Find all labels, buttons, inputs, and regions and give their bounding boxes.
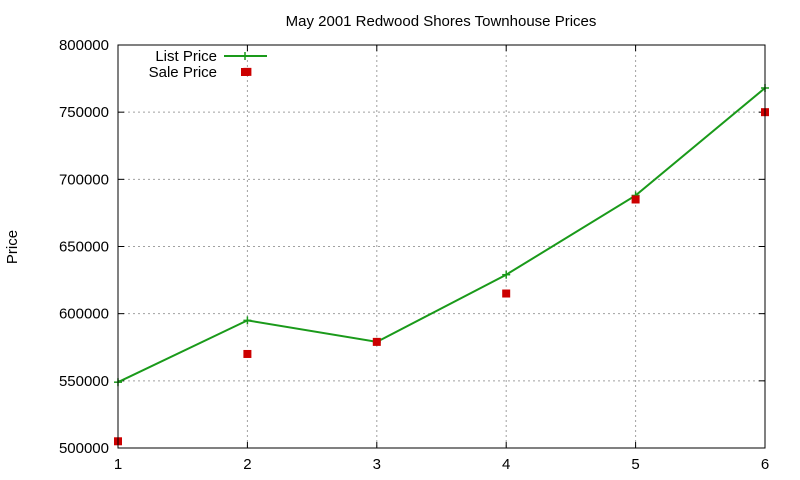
legend-swatch-marker bbox=[241, 52, 249, 60]
y-tick-label: 750000 bbox=[59, 104, 109, 121]
y-tick-label: 500000 bbox=[59, 440, 109, 457]
x-tick-label: 6 bbox=[761, 456, 769, 473]
legend-label: Sale Price bbox=[149, 64, 217, 81]
chart-title: May 2001 Redwood Shores Townhouse Prices bbox=[286, 13, 597, 30]
list-price-point bbox=[243, 316, 252, 325]
list-price-line bbox=[117, 87, 766, 384]
sale-price-point bbox=[502, 289, 511, 298]
x-tick-label: 3 bbox=[373, 456, 381, 473]
sale-price-point bbox=[372, 337, 381, 346]
list-price-point bbox=[502, 270, 511, 279]
series-layer bbox=[114, 67, 769, 446]
sale-price-point bbox=[243, 349, 252, 358]
plot-frame bbox=[117, 44, 766, 449]
x-tick-label: 5 bbox=[631, 456, 639, 473]
x-tick-label: 2 bbox=[243, 456, 251, 473]
y-tick-label: 700000 bbox=[59, 171, 109, 188]
x-tick-label: 1 bbox=[114, 456, 122, 473]
y-axis-ticks: 500000 550000 600000 650000 700000 750000 8000… bbox=[59, 37, 765, 457]
y-tick-label: 650000 bbox=[59, 239, 109, 256]
legend-label: List Price bbox=[155, 48, 217, 65]
x-tick-label: 4 bbox=[502, 456, 510, 473]
y-tick-label: 800000 bbox=[59, 37, 109, 54]
y-tick-label: 550000 bbox=[59, 373, 109, 390]
y-tick-label: 600000 bbox=[59, 306, 109, 323]
sale-price-point bbox=[631, 195, 640, 204]
x-axis-ticks: 1 2 3 4 5 6 bbox=[114, 45, 769, 473]
grid-lines bbox=[118, 45, 765, 448]
legend-swatch-marker bbox=[241, 68, 249, 76]
y-axis-label: Price bbox=[4, 230, 21, 264]
